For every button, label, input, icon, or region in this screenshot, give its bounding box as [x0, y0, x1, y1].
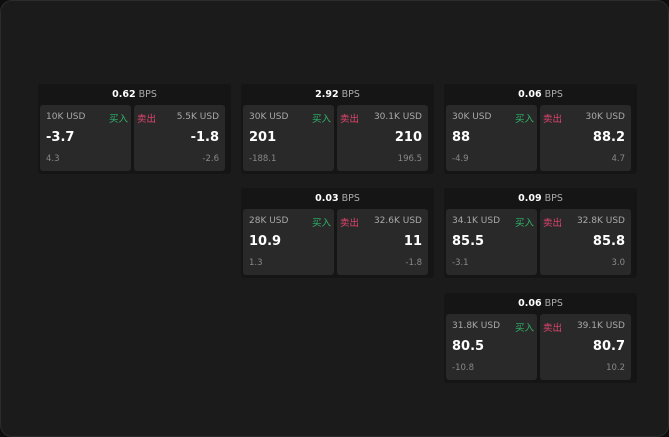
- spread-header: 2.92 BPS: [241, 84, 434, 105]
- spread-unit: BPS: [544, 89, 563, 100]
- sell-price: 80.7: [592, 339, 625, 354]
- buy-price: -3.7: [46, 130, 75, 145]
- buy-price: 80.5: [452, 339, 485, 354]
- buy-change: -188.1: [249, 154, 277, 164]
- buy-size: 31.8K USD: [452, 321, 501, 331]
- sell-size: 32.6K USD: [373, 216, 422, 226]
- buy-label[interactable]: 买入: [514, 323, 534, 334]
- sell-change: -2.6: [202, 154, 219, 164]
- sell-size: 30.1K USD: [373, 112, 422, 122]
- buy-label[interactable]: 买入: [311, 114, 331, 125]
- sell-quote[interactable]: 39.1K USD 卖出 80.7 10.2: [540, 314, 631, 380]
- buy-size: 30K USD: [452, 112, 492, 122]
- spread-header: 0.09 BPS: [444, 188, 637, 209]
- sell-price: 85.8: [592, 234, 625, 249]
- quote-card: 0.62 BPS 10K USD 买入 -3.7 4.3 5.5K USD 卖出…: [38, 84, 231, 174]
- buy-quote[interactable]: 30K USD 买入 201 -188.1: [243, 105, 334, 171]
- spread-value: 0.06: [518, 89, 542, 100]
- sell-size: 32.8K USD: [576, 216, 625, 226]
- spread-header: 0.62 BPS: [38, 84, 231, 105]
- spread-unit: BPS: [138, 89, 157, 100]
- sell-quote[interactable]: 30.1K USD 卖出 210 196.5: [337, 105, 428, 171]
- spread-unit: BPS: [544, 193, 563, 204]
- spread-unit: BPS: [544, 298, 563, 309]
- spread-value: 2.92: [315, 89, 339, 100]
- buy-quote[interactable]: 31.8K USD 买入 80.5 -10.8: [446, 314, 537, 380]
- buy-price: 10.9: [249, 234, 282, 249]
- sell-change: 10.2: [606, 363, 625, 373]
- buy-price: 201: [249, 130, 277, 145]
- buy-change: -10.8: [452, 363, 474, 373]
- sell-quote[interactable]: 32.8K USD 卖出 85.8 3.0: [540, 209, 631, 275]
- buy-price: 88: [452, 130, 471, 145]
- sell-price: 11: [403, 234, 422, 249]
- sell-change: 3.0: [611, 258, 625, 268]
- sell-quote[interactable]: 32.6K USD 卖出 11 -1.8: [337, 209, 428, 275]
- buy-size: 10K USD: [46, 112, 86, 122]
- quote-card: 0.06 BPS 30K USD 买入 88 -4.9 30K USD 卖出 8…: [444, 84, 637, 174]
- buy-size: 28K USD: [249, 216, 289, 226]
- spread-header: 0.06 BPS: [444, 293, 637, 314]
- sell-price: -1.8: [190, 130, 219, 145]
- sell-label[interactable]: 卖出: [543, 114, 563, 125]
- sell-change: -1.8: [405, 258, 422, 268]
- quote-card: 0.06 BPS 31.8K USD 买入 80.5 -10.8 39.1K U…: [444, 293, 637, 383]
- sell-label[interactable]: 卖出: [543, 323, 563, 334]
- buy-change: -3.1: [452, 258, 469, 268]
- sell-size: 39.1K USD: [576, 321, 625, 331]
- spread-value: 0.62: [112, 89, 136, 100]
- sell-change: 4.7: [611, 154, 625, 164]
- sell-change: 196.5: [397, 154, 422, 164]
- spread-unit: BPS: [341, 89, 360, 100]
- sell-price: 210: [394, 130, 422, 145]
- buy-change: 1.3: [249, 258, 263, 268]
- quote-card: 2.92 BPS 30K USD 买入 201 -188.1 30.1K USD…: [241, 84, 434, 174]
- sell-quote[interactable]: 5.5K USD 卖出 -1.8 -2.6: [134, 105, 225, 171]
- quote-card: 0.03 BPS 28K USD 买入 10.9 1.3 32.6K USD 卖…: [241, 188, 434, 278]
- buy-quote[interactable]: 10K USD 买入 -3.7 4.3: [40, 105, 131, 171]
- sell-label[interactable]: 卖出: [340, 218, 360, 229]
- buy-price: 85.5: [452, 234, 485, 249]
- buy-size: 30K USD: [249, 112, 289, 122]
- quote-card: 0.09 BPS 34.1K USD 买入 85.5 -3.1 32.8K US…: [444, 188, 637, 278]
- sell-price: 88.2: [592, 130, 625, 145]
- buy-label[interactable]: 买入: [514, 218, 534, 229]
- sell-quote[interactable]: 30K USD 卖出 88.2 4.7: [540, 105, 631, 171]
- buy-label[interactable]: 买入: [108, 114, 128, 125]
- sell-label[interactable]: 卖出: [137, 114, 157, 125]
- sell-size: 5.5K USD: [176, 112, 219, 122]
- buy-quote[interactable]: 28K USD 买入 10.9 1.3: [243, 209, 334, 275]
- buy-label[interactable]: 买入: [514, 114, 534, 125]
- spread-unit: BPS: [341, 193, 360, 204]
- buy-label[interactable]: 买入: [311, 218, 331, 229]
- spread-value: 0.09: [518, 193, 542, 204]
- sell-size: 30K USD: [585, 112, 625, 122]
- spread-value: 0.06: [518, 298, 542, 309]
- sell-label[interactable]: 卖出: [543, 218, 563, 229]
- spread-value: 0.03: [315, 193, 339, 204]
- buy-quote[interactable]: 30K USD 买入 88 -4.9: [446, 105, 537, 171]
- buy-change: 4.3: [46, 154, 60, 164]
- spread-header: 0.06 BPS: [444, 84, 637, 105]
- buy-size: 34.1K USD: [452, 216, 501, 226]
- sell-label[interactable]: 卖出: [340, 114, 360, 125]
- buy-quote[interactable]: 34.1K USD 买入 85.5 -3.1: [446, 209, 537, 275]
- buy-change: -4.9: [452, 154, 469, 164]
- spread-header: 0.03 BPS: [241, 188, 434, 209]
